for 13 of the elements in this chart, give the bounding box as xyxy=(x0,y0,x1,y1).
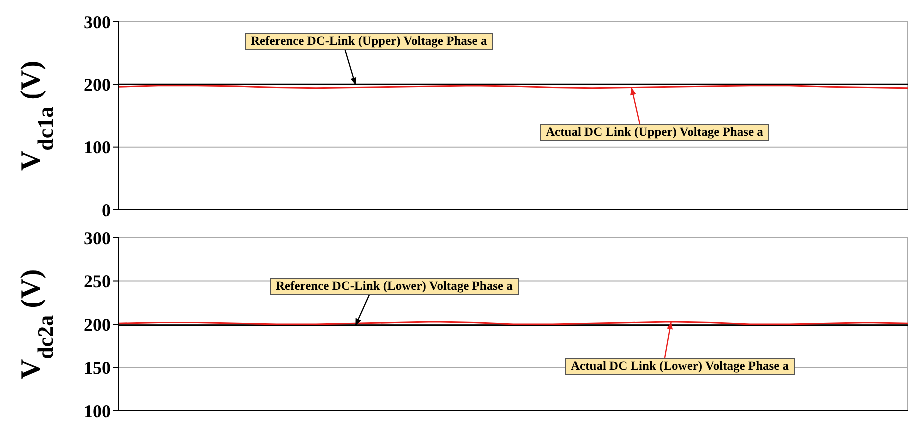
text: Reference DC-Link (Upper) Voltage Phase a xyxy=(245,33,494,50)
y-tick-label: 100 xyxy=(84,138,111,158)
y-tick-label: 0 xyxy=(102,200,111,220)
y-tick-label: 300 xyxy=(84,228,111,248)
y-tick-label: 150 xyxy=(84,358,111,378)
text: Actual DC Link (Lower) Voltage Phase a xyxy=(565,358,796,375)
y-tick-label: 250 xyxy=(84,272,111,292)
y-tick-label: 200 xyxy=(84,314,111,335)
y-tick-label: 300 xyxy=(84,12,111,32)
y-tick-label: 200 xyxy=(84,75,111,96)
y-tick-label: 100 xyxy=(84,401,111,422)
text: Actual DC Link (Upper) Voltage Phase a xyxy=(540,124,770,141)
text: Reference DC-Link (Lower) Voltage Phase a xyxy=(270,278,519,295)
